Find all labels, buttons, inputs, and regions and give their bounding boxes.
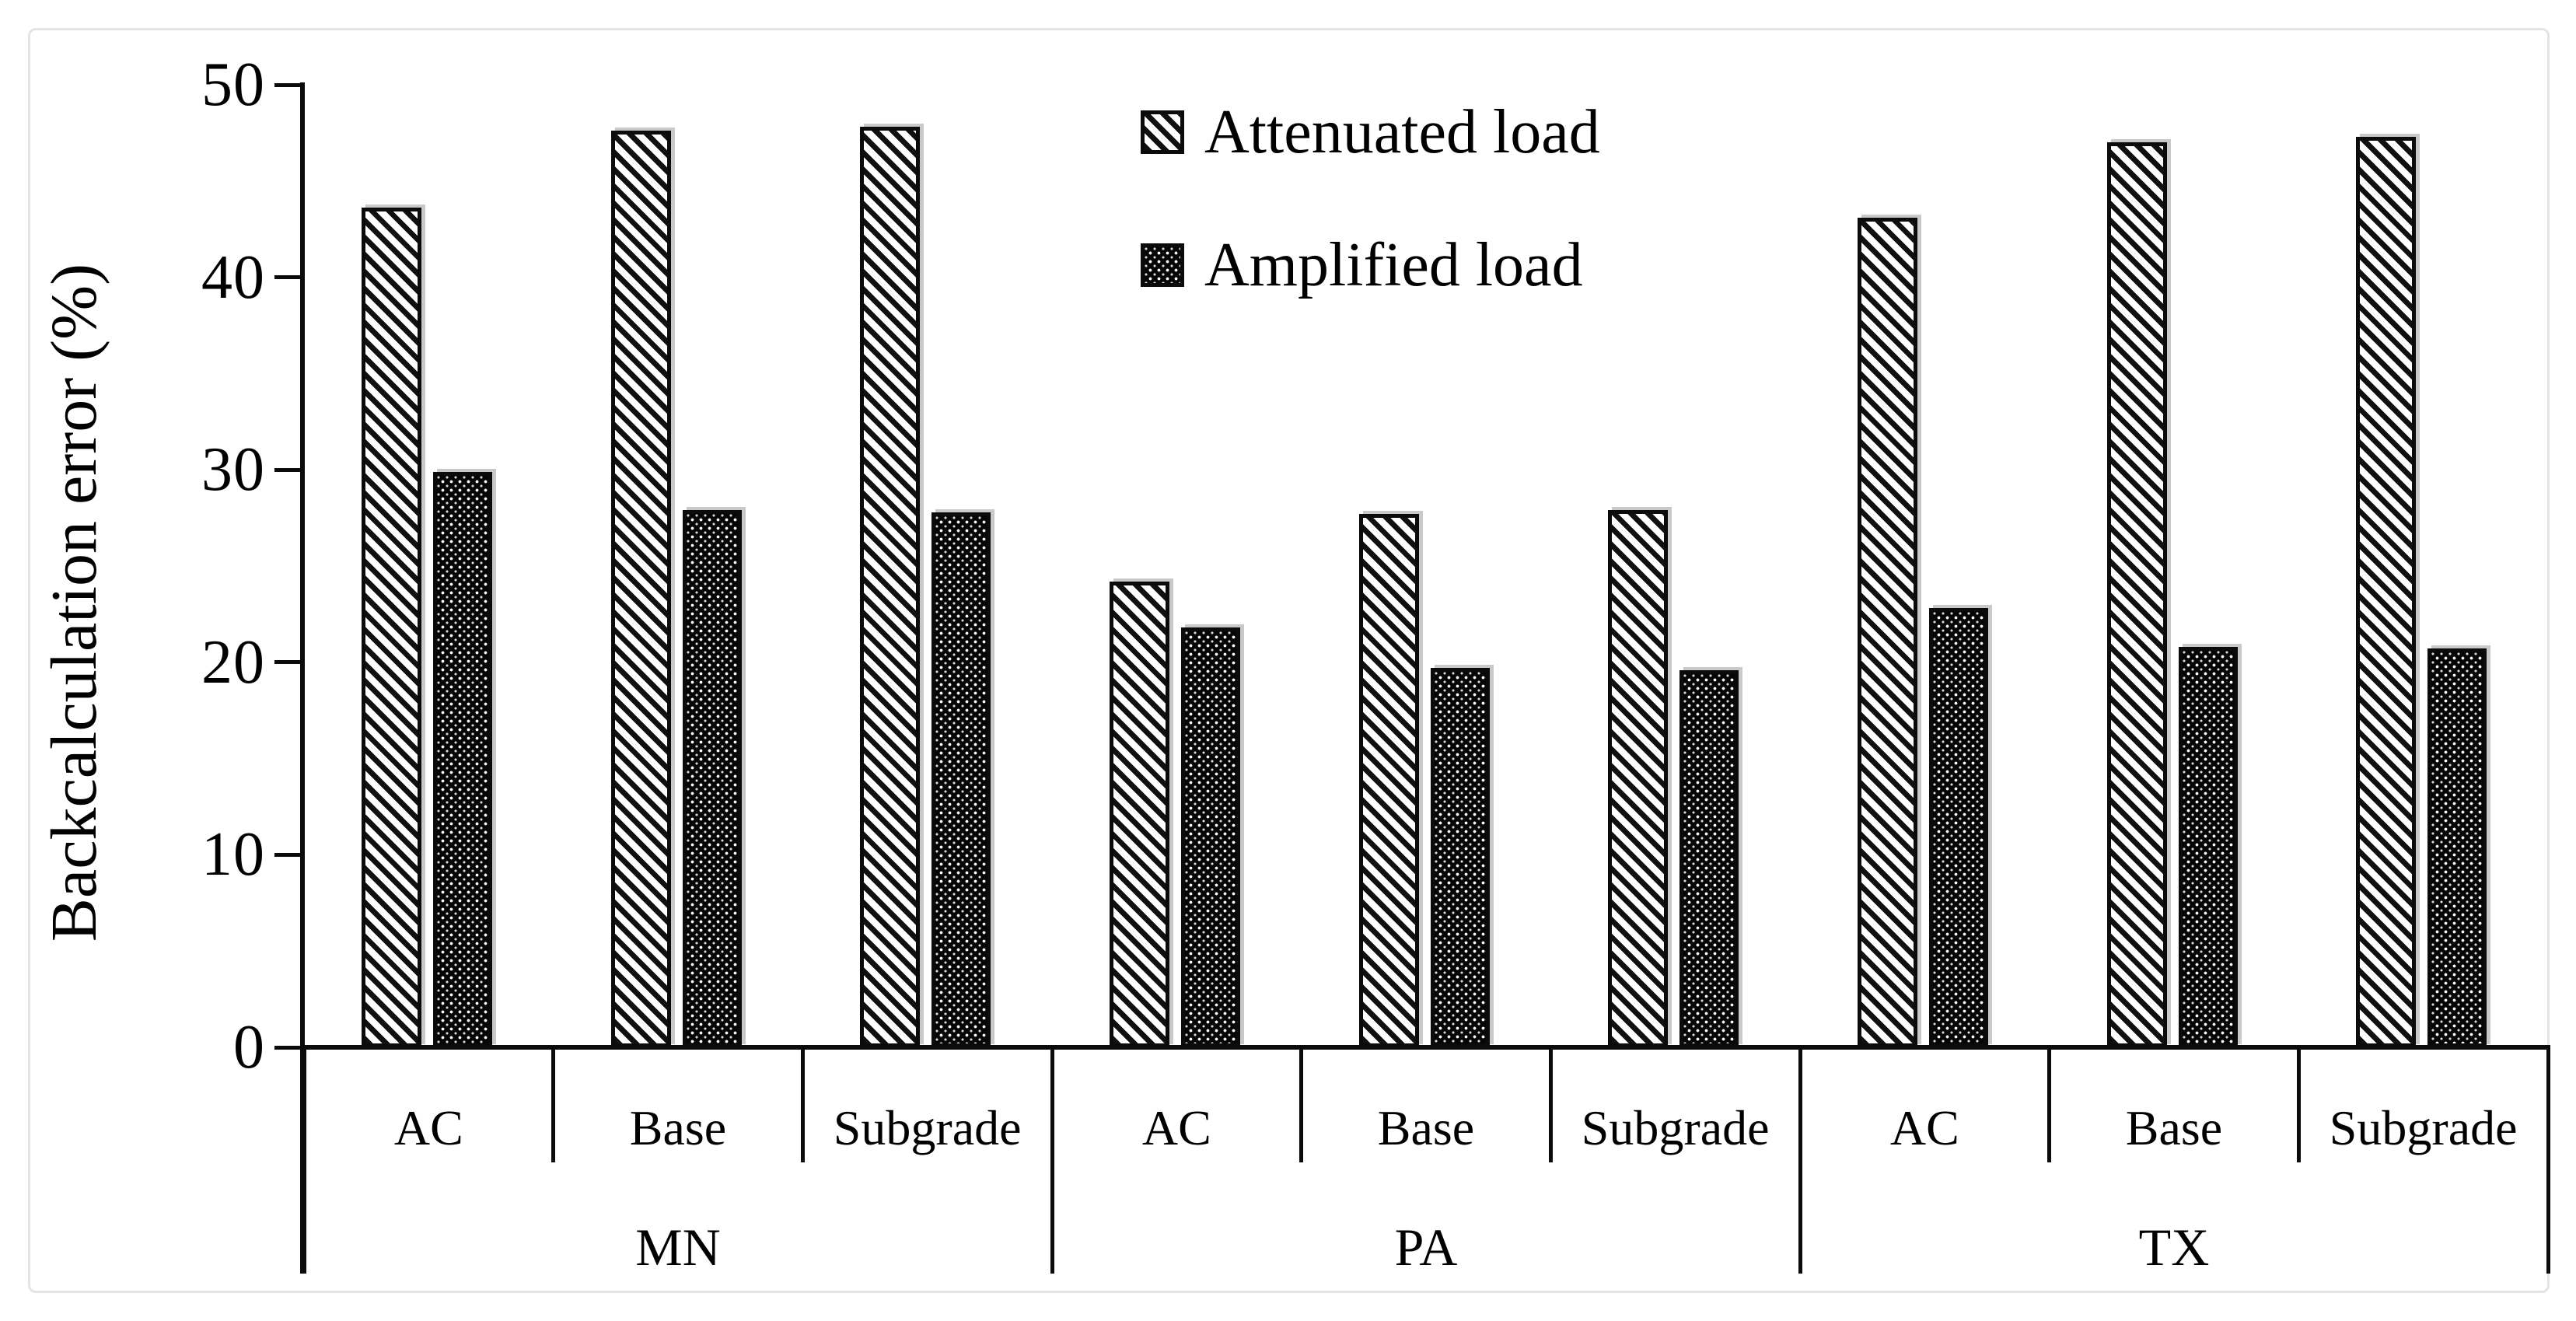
bar-amplified-TX-Subgrade	[2427, 648, 2487, 1047]
bar-attenuated-PA-AC	[1110, 581, 1170, 1047]
y-tick-mark	[274, 1045, 304, 1050]
category-label-base-0: Base	[629, 1099, 727, 1155]
y-tick-label: 50	[201, 51, 265, 119]
category-label-ac-0: AC	[393, 1099, 463, 1155]
legend-entry-amplified: Amplified load	[1141, 225, 1583, 306]
bar-amplified-MN-Subgrade	[931, 512, 991, 1047]
category-label-subgrade-0: Subgrade	[833, 1099, 1022, 1155]
category-label-ac-2: AC	[1889, 1099, 1959, 1155]
bar-amplified-TX-Base	[2178, 646, 2238, 1047]
y-axis-line	[300, 82, 305, 1274]
bar-attenuated-TX-Base	[2106, 142, 2167, 1047]
category-separator-line	[551, 1047, 556, 1162]
bar-attenuated-PA-Base	[1358, 514, 1419, 1047]
bar-attenuated-TX-Subgrade	[2356, 136, 2417, 1047]
bar-attenuated-TX-AC	[1858, 217, 1918, 1047]
bar-attenuated-MN-Subgrade	[860, 127, 921, 1047]
group-separator-line	[2546, 1047, 2550, 1274]
bar-attenuated-MN-AC	[362, 208, 422, 1047]
legend-label-amplified: Amplified load	[1204, 230, 1583, 299]
category-label-ac-1: AC	[1141, 1099, 1211, 1155]
category-separator-line	[1548, 1047, 1553, 1162]
y-tick-mark	[274, 275, 304, 280]
bar-amplified-MN-AC	[433, 471, 493, 1047]
y-tick-label: 10	[201, 820, 265, 889]
group-label-pa: PA	[1394, 1218, 1458, 1277]
bar-attenuated-MN-Base	[610, 131, 671, 1047]
category-separator-line	[1299, 1047, 1304, 1162]
bar-amplified-PA-Subgrade	[1679, 669, 1739, 1047]
legend-entry-attenuated: Attenuated load	[1141, 92, 1600, 173]
category-label-base-1: Base	[1377, 1099, 1475, 1155]
y-tick-label: 20	[201, 627, 265, 697]
group-separator-line	[1050, 1047, 1054, 1274]
x-axis-baseline	[300, 1045, 2550, 1050]
bar-amplified-PA-AC	[1181, 627, 1241, 1047]
amplified-dots-swatch-icon	[1141, 243, 1184, 287]
y-tick-mark	[274, 467, 304, 472]
bar-amplified-MN-Base	[682, 510, 742, 1047]
y-tick-mark	[274, 852, 304, 857]
group-label-mn: MN	[635, 1218, 721, 1277]
bar-attenuated-PA-Subgrade	[1608, 510, 1669, 1047]
category-label-base-2: Base	[2125, 1099, 2223, 1155]
category-label-subgrade-2: Subgrade	[2329, 1099, 2518, 1155]
bar-amplified-TX-AC	[1929, 608, 1989, 1047]
category-label-subgrade-1: Subgrade	[1581, 1099, 1770, 1155]
y-tick-mark	[274, 82, 304, 87]
group-label-tx: TX	[2138, 1218, 2210, 1277]
category-separator-line	[2296, 1047, 2301, 1162]
attenuated-hatch-swatch-icon	[1141, 110, 1184, 154]
y-tick-mark	[274, 660, 304, 665]
category-separator-line	[800, 1047, 805, 1162]
y-tick-label: 30	[201, 435, 265, 505]
group-separator-line	[302, 1047, 306, 1274]
bar-amplified-PA-Base	[1430, 668, 1490, 1047]
y-tick-label: 40	[201, 243, 265, 312]
y-tick-label: 0	[233, 1013, 265, 1082]
group-separator-line	[1798, 1047, 1802, 1274]
category-separator-line	[2047, 1047, 2052, 1162]
legend-label-attenuated: Attenuated load	[1204, 97, 1600, 166]
